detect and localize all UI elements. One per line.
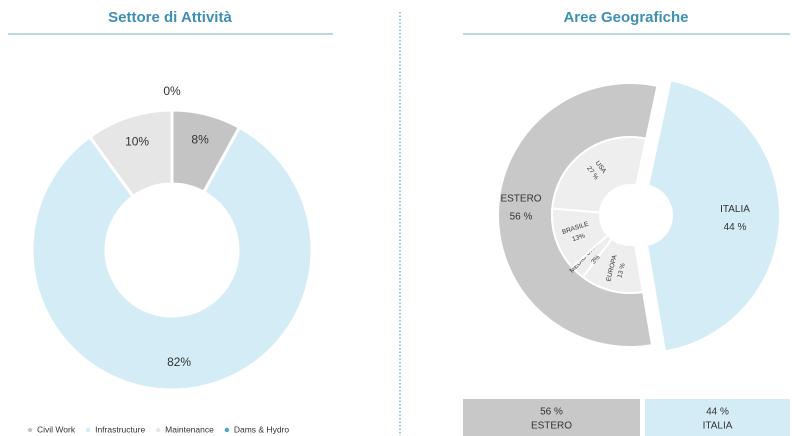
data-label: 13 % xyxy=(617,262,627,278)
legend-marker xyxy=(85,427,91,433)
data-label: 44 % xyxy=(724,222,747,233)
data-label: 3% xyxy=(590,254,602,266)
donut-slice xyxy=(87,108,174,199)
data-label: 10% xyxy=(125,135,149,149)
table-value: 44 % xyxy=(706,407,729,418)
legend-marker xyxy=(224,427,230,433)
data-label: ESTERO xyxy=(500,193,541,204)
data-label: 8% xyxy=(191,133,209,147)
table-cell xyxy=(463,399,640,436)
legend-marker xyxy=(27,427,33,433)
legend-label: Dams & Hydro xyxy=(234,424,290,434)
sunburst-slice xyxy=(551,136,648,214)
chart-title: Settore di Attività xyxy=(108,9,232,26)
table-label: ITALIA xyxy=(703,421,733,432)
data-label: 13% xyxy=(571,232,586,243)
legend-label: Infrastructure xyxy=(95,424,145,434)
legend-label: Maintenance xyxy=(165,424,214,434)
donut-slice xyxy=(30,125,314,392)
table-cell xyxy=(645,399,790,436)
data-label: 56 % xyxy=(510,211,533,222)
legend-label: Civil Work xyxy=(37,424,76,434)
sunburst-slice xyxy=(645,79,781,353)
legend-marker xyxy=(155,427,161,433)
data-label: ITALIA xyxy=(720,204,750,215)
data-label: 82% xyxy=(167,355,191,369)
table-value: 56 % xyxy=(540,407,563,418)
chart-title: Aree Geografiche xyxy=(563,9,688,26)
table-label: ESTERO xyxy=(531,421,572,432)
data-label: 0% xyxy=(163,84,181,98)
